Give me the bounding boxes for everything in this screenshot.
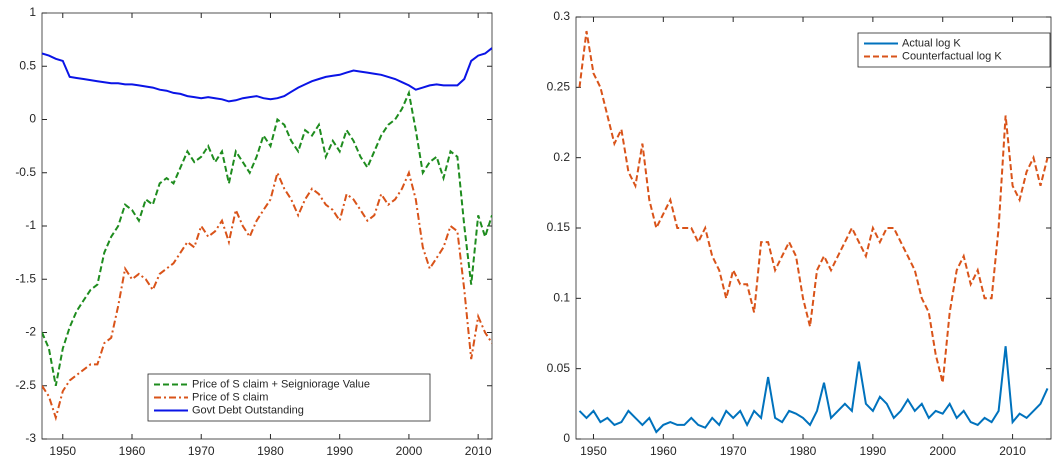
y-tick-label: 0.25 xyxy=(547,80,571,94)
data-line xyxy=(42,169,492,422)
data-line xyxy=(578,30,1049,383)
x-tick-label: 1990 xyxy=(860,444,887,458)
legend: Price of S claim + Seigniorage ValuePric… xyxy=(147,373,431,422)
legend-label: Govt Debt Outstanding xyxy=(192,404,304,416)
data-line xyxy=(42,47,492,103)
plot: -3 -2.5 -2 -1.5 -1 -0.5 0 0.5 1 1950 1960 1970 1980 1… xyxy=(15,5,493,458)
x-tick-label: 1970 xyxy=(720,444,747,458)
x-tick-label: 1950 xyxy=(49,444,76,458)
y-tick-label: -2 xyxy=(25,325,36,339)
y-tick-label: 0 xyxy=(29,112,36,126)
legend-label: Price of S claim xyxy=(192,391,268,403)
plot-area xyxy=(575,16,1052,440)
x-tick-label: 1980 xyxy=(257,444,284,458)
legend-box xyxy=(857,32,1051,68)
x-tick-label: 1970 xyxy=(188,444,215,458)
plot: 0 0.05 0.1 0.15 0.2 0.25 0.3 1950 1960 1970 1980 19… xyxy=(547,9,1052,458)
x-tick-label: 1980 xyxy=(790,444,817,458)
y-tick-label: 0.3 xyxy=(553,9,570,23)
y-tick-label: 0.05 xyxy=(547,361,571,375)
x-tick-label: 1950 xyxy=(580,444,607,458)
legend-box xyxy=(147,373,431,422)
y-tick-label: 0.5 xyxy=(19,58,36,72)
y-tick-label: -1 xyxy=(25,218,36,232)
y-tick-label: 0.2 xyxy=(553,150,570,164)
y-tick-label: 0.1 xyxy=(553,291,570,305)
x-tick-label: 2000 xyxy=(929,444,956,458)
legend-label: Price of S claim + Seigniorage Value xyxy=(192,378,370,390)
x-tick-label: 1960 xyxy=(119,444,146,458)
x-tick-label: 1960 xyxy=(650,444,677,458)
y-tick-label: -2.5 xyxy=(15,378,36,392)
y-tick-label: -0.5 xyxy=(15,165,36,179)
y-tick-label: 0.15 xyxy=(547,220,571,234)
legend-label: Counterfactual log K xyxy=(902,50,1002,62)
x-tick-label: 2000 xyxy=(396,444,423,458)
y-tick-label: -1.5 xyxy=(15,271,36,285)
x-tick-label: 2010 xyxy=(465,444,492,458)
x-tick-label: 1990 xyxy=(326,444,353,458)
legend-label: Actual log K xyxy=(902,37,961,49)
x-tick-label: 2010 xyxy=(999,444,1026,458)
y-tick-label: 0 xyxy=(563,431,570,445)
y-tick-label: -3 xyxy=(25,431,36,445)
y-tick-label: 1 xyxy=(29,5,36,19)
data-line xyxy=(42,89,492,386)
data-line xyxy=(578,346,1049,434)
